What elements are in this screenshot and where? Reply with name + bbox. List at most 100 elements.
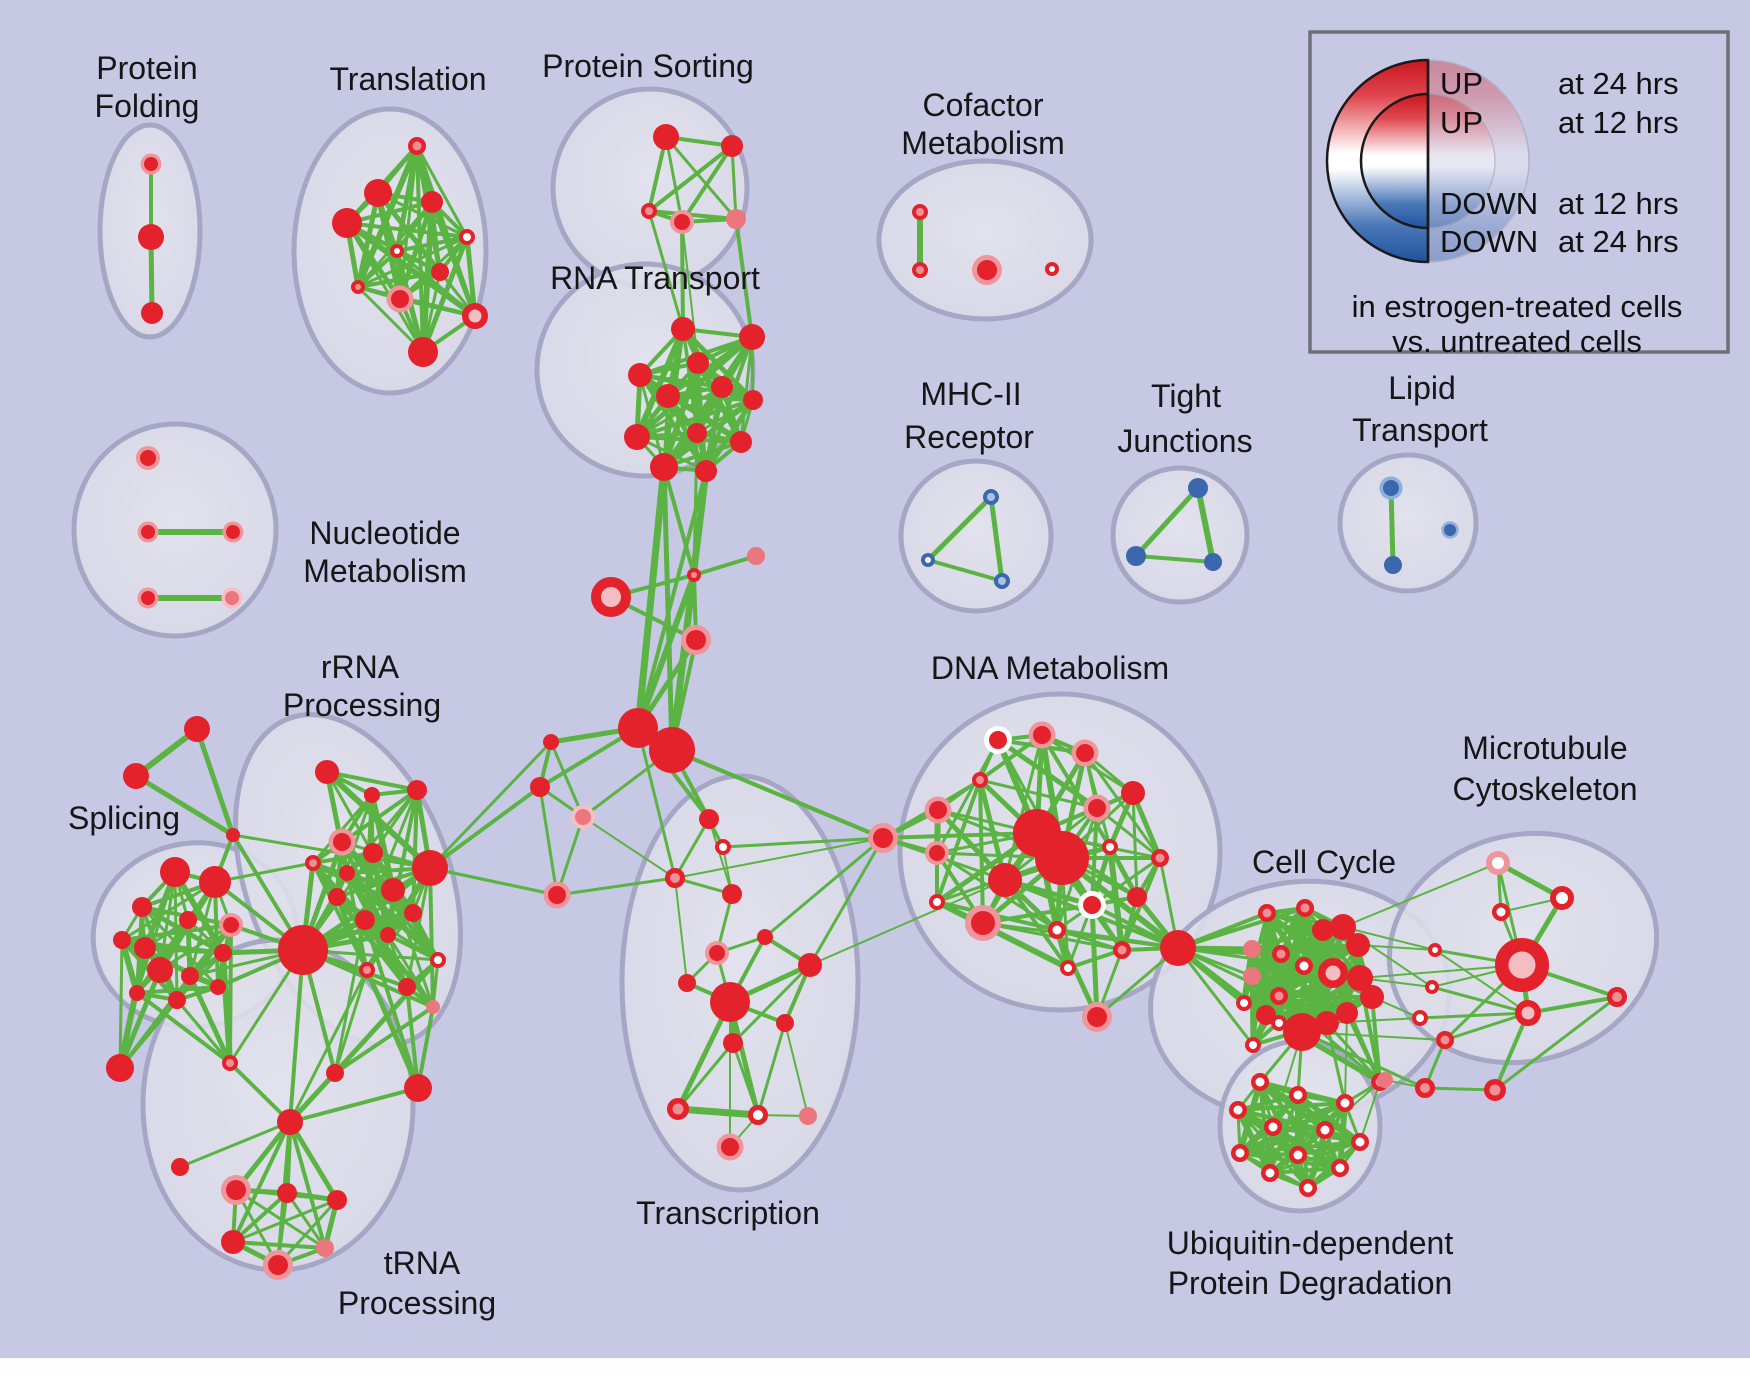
ubiquitin-degradation-node-9 [1331,1159,1349,1177]
network-nodes [106,124,1627,1280]
edge [680,144,734,224]
protein-sorting-node-2 [641,203,657,219]
edge [135,985,220,995]
edge [666,394,755,402]
edge [670,748,885,840]
microtubule-cytoskeleton-node-4 [1425,980,1439,994]
tight-junctions-node-1 [1126,546,1146,566]
edge [345,221,425,354]
edge [386,933,440,962]
edge [808,836,885,967]
edge [1054,927,1100,1020]
edge [730,144,738,221]
dna-metabolism-node-17 [1113,941,1131,959]
protein-folding-node-1 [138,224,164,250]
trna-processing-node-1 [171,1158,189,1176]
transcription-node-10 [776,1014,794,1032]
edge [555,815,585,897]
transcription-node-12 [748,1105,768,1125]
edge [680,220,685,331]
translation-node-4 [459,229,475,245]
edge [1418,1011,1530,1020]
nucleotide-metabolism-label: Nucleotide [309,515,460,551]
edge [1133,485,1201,559]
rna-transport-node-3 [687,352,709,374]
edge [143,946,225,955]
edge [429,199,478,319]
rrna-processing-node-16 [426,1000,440,1014]
dna-metabolism-node-15 [1083,896,1101,914]
cofactor-metabolism-label: Cofactor [923,87,1044,123]
cell-cycle-node-21 [1360,985,1384,1009]
edge [1430,985,1530,1015]
dna-metabolism-node-5 [1121,781,1145,805]
tight-junctions-node-0 [1188,478,1208,498]
edge [1268,1140,1362,1175]
rrna-processing-node-14 [359,962,375,978]
splicing-node-11 [168,991,186,1009]
edge [666,394,743,444]
rrna-processing-node-3 [333,833,351,851]
ubiquitin-degradation-node-6 [1351,1133,1369,1151]
rna-transport-node-1 [739,324,765,350]
rrna-processing-node-2 [407,780,427,800]
edge [936,733,1044,812]
transcription-node-7 [798,953,822,977]
edge [420,234,470,355]
edge [681,327,708,473]
dna-metabolism-node-16 [1127,887,1147,907]
translation-node-2 [332,208,362,238]
rrna-processing-node-8 [381,878,405,902]
cell-cycle-node-0 [1160,930,1196,966]
edge [647,144,734,213]
transcription-node-6 [678,974,696,992]
edge [228,1061,292,1124]
mhc-ii-receptor-region [898,458,1054,614]
legend-glyph-inner-left [1359,92,1430,230]
edge [333,918,367,1075]
splicing-node-14 [222,1055,238,1071]
lipid-transport-region [1337,452,1479,594]
splicing-triangle-node-0 [184,716,210,742]
edge [664,135,738,221]
edge [175,951,225,1002]
trna-processing-node-2 [226,1180,246,1200]
edge [1423,1086,1497,1092]
rrna-processing-node-4 [305,855,321,871]
rna-transport-label: RNA Transport [550,260,760,296]
edge [634,463,668,732]
splicing-node-13 [106,1054,134,1082]
edge [635,572,697,731]
cell-cycle-node-1 [1258,904,1276,922]
edge [325,770,419,792]
edge [935,778,982,904]
legend-up-24-time: at 24 hrs [1558,66,1679,101]
ubiquitin-degradation-node-10 [1261,1164,1279,1182]
translation-node-0 [408,137,426,155]
translation-node-1 [364,179,392,207]
edge [220,950,233,1066]
edge [386,933,409,989]
central-hub-node-7 [530,777,550,797]
edge [1268,1166,1342,1175]
edge [355,143,420,290]
legend: UP at 24 hrs UP at 12 hrs DOWN at 12 hrs… [1308,30,1730,359]
dna-metabolism-node-11 [929,845,945,861]
transcription-node-14 [721,1138,739,1156]
edge [634,326,686,440]
edge [674,877,688,984]
microtubule-cytoskeleton-node-8 [1412,1010,1428,1026]
edge [311,851,375,865]
ubiquitin-degradation-node-1 [1289,1086,1307,1104]
rna-transport-node-10 [650,453,678,481]
rrna-processing-label: Processing [283,687,441,723]
dna-metabolism-node-12 [929,894,945,910]
legend-down-24-time: at 24 hrs [1558,224,1679,259]
edge [133,773,236,838]
central-hub-node-8 [575,809,591,825]
cell-cycle-node-3 [1312,919,1334,941]
edge [386,933,435,1009]
edge [734,217,754,339]
cell-cycle-node-5 [1346,933,1370,957]
edge [428,740,553,870]
